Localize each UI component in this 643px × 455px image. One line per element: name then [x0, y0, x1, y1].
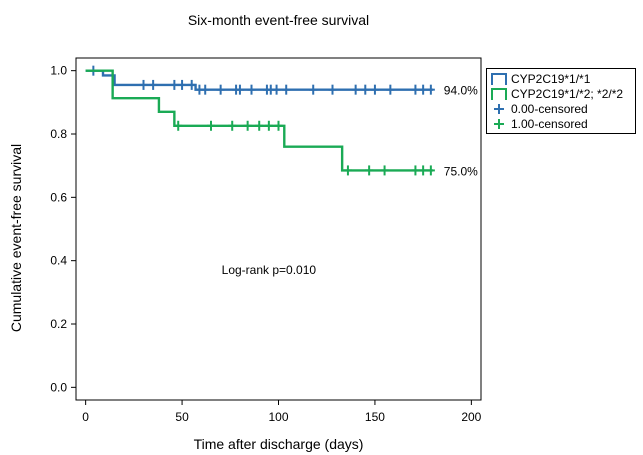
plus-icon	[494, 104, 504, 114]
legend-item-censor-1: 0.00-censored	[491, 102, 588, 116]
end-label-series-1: 94.0%	[444, 84, 478, 98]
x-tick-label: 200	[461, 410, 481, 424]
step-line-icon	[491, 88, 507, 100]
legend-item-series-2: CYP2C19*1/*2; *2/*2	[491, 87, 623, 101]
y-axis-label: Cumulative event-free survival	[8, 143, 24, 333]
legend-item-series-1: CYP2C19*1/*1	[491, 72, 590, 86]
series-line-1	[85, 69, 433, 91]
y-tick-label: 0.6	[50, 190, 67, 204]
y-tick-label: 0.2	[50, 317, 67, 331]
legend-item-censor-2: 1.00-censored	[491, 117, 588, 131]
legend-label-censor-2: 1.00-censored	[511, 117, 588, 131]
series-line-2	[85, 69, 433, 172]
legend-label-series-1: CYP2C19*1/*1	[511, 72, 591, 86]
legend-label-series-2: CYP2C19*1/*2; *2/*2	[511, 87, 624, 101]
end-label-series-2: 75.0%	[444, 164, 478, 178]
y-tick-label: 0.4	[50, 254, 67, 268]
chart-title: Six-month event-free survival	[187, 12, 370, 28]
x-tick-label: 0	[82, 410, 89, 424]
x-tick-label: 100	[268, 410, 288, 424]
plus-icon	[494, 119, 504, 129]
legend: CYP2C19*1/*1 CYP2C19*1/*2; *2/*2 0.00-ce…	[486, 68, 636, 134]
y-tick-label: 0.8	[50, 127, 67, 141]
y-tick-label: 1.0	[50, 64, 67, 78]
y-tick-label: 0.0	[50, 380, 67, 394]
plot-frame	[75, 57, 482, 401]
x-tick-label: 50	[175, 410, 189, 424]
log-rank-annotation: Log-rank p=0.010	[222, 263, 317, 277]
step-line-icon	[491, 73, 507, 85]
x-tick-label: 150	[365, 410, 385, 424]
legend-label-censor-1: 0.00-censored	[511, 102, 588, 116]
x-axis-label: Time after discharge (days)	[193, 436, 364, 452]
